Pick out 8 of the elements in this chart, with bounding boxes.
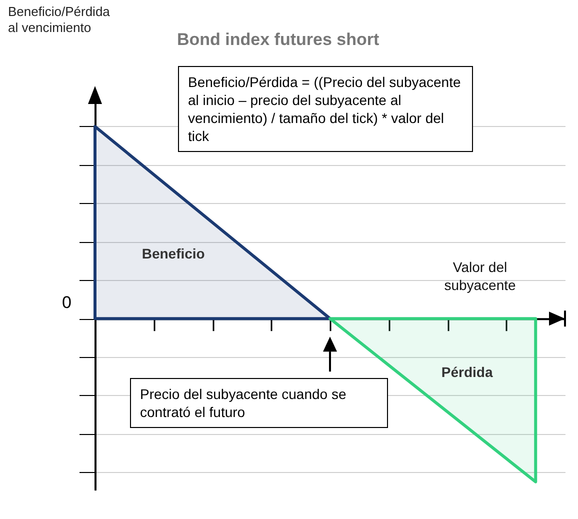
text-box: Beneficio/Pérdida = ((Precio del subyacente al inicio – precio del subyacente al vencimiento) / tamaño del tick) * valor del tick (178, 66, 473, 152)
text-box: Precio del subyacente cuando se contrató el futuro (130, 378, 388, 428)
x-axis-title: Valor del subyacente (443, 258, 517, 294)
series-label: Pérdida (441, 364, 493, 380)
text: Beneficio/Pérdida al vencimiento (8, 4, 111, 36)
chart-title: Bond index futures short (177, 30, 380, 50)
text: 0 (62, 292, 72, 313)
series-label: Beneficio (142, 246, 205, 262)
